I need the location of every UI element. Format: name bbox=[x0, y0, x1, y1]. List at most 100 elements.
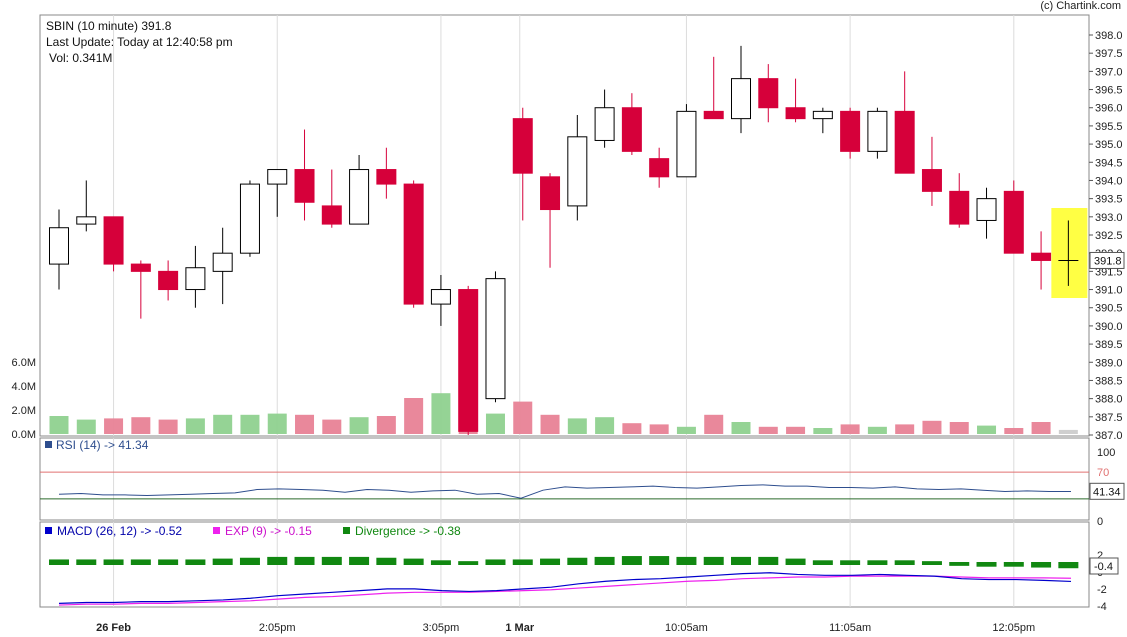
divergence-bar bbox=[1058, 562, 1079, 569]
candle-body bbox=[130, 263, 151, 272]
volume-bar bbox=[704, 414, 724, 434]
divergence-bar bbox=[430, 560, 451, 565]
rsi-panel-frame bbox=[39, 437, 1090, 521]
candlestick bbox=[512, 107, 533, 221]
candle-body bbox=[485, 278, 506, 400]
rsi-tick-label: 0 bbox=[1097, 516, 1103, 528]
volume-bar bbox=[295, 414, 315, 434]
price-tick-label: 393.5 bbox=[1095, 194, 1123, 206]
divergence-bar bbox=[103, 559, 124, 565]
candle-body bbox=[703, 110, 724, 120]
candlestick bbox=[894, 71, 915, 174]
price-tick-label: 394.0 bbox=[1095, 175, 1123, 187]
candlestick bbox=[158, 260, 179, 301]
price-tick-label: 389.5 bbox=[1095, 339, 1123, 351]
volume-bar bbox=[567, 418, 587, 434]
volume-bar bbox=[1058, 429, 1078, 434]
exp-legend-swatch bbox=[213, 527, 220, 534]
volume-tick-label: 4.0M bbox=[12, 381, 36, 393]
divergence-legend-label: Divergence -> -0.38 bbox=[355, 524, 461, 538]
volume-bar bbox=[431, 393, 451, 434]
rsi-legend-label: RSI (14) -> 41.34 bbox=[56, 438, 149, 452]
candle-body bbox=[949, 190, 970, 225]
divergence-bar bbox=[894, 560, 915, 565]
candlestick bbox=[321, 169, 342, 228]
candle-body bbox=[812, 110, 833, 120]
divergence-bar bbox=[158, 559, 179, 565]
candlestick bbox=[239, 180, 260, 257]
candlestick bbox=[212, 227, 233, 305]
volume-tick-label: 0.0M bbox=[12, 429, 36, 441]
candlestick bbox=[376, 147, 397, 199]
volume-bar bbox=[376, 416, 396, 434]
candle-body bbox=[430, 289, 451, 305]
volume-bar bbox=[622, 423, 642, 434]
price-tick-label: 387.5 bbox=[1095, 412, 1123, 424]
candlestick bbox=[130, 260, 151, 319]
macd-panel-frame bbox=[39, 521, 1090, 608]
price-tick-label: 393.0 bbox=[1095, 212, 1123, 224]
divergence-bar bbox=[921, 561, 942, 565]
candlestick bbox=[103, 216, 124, 272]
candlestick bbox=[49, 209, 69, 290]
macd-legend-label: MACD (26, 12) -> -0.52 bbox=[57, 524, 182, 538]
x-axis-label: 1 Mar bbox=[505, 622, 534, 634]
candlestick bbox=[840, 107, 861, 159]
chart-info: SBIN (10 minute) 391.8 Last Update: Toda… bbox=[46, 18, 233, 66]
price-tick-label: 392.5 bbox=[1095, 230, 1123, 242]
volume-bar bbox=[758, 426, 778, 434]
candlestick bbox=[567, 115, 588, 221]
volume-bar bbox=[895, 424, 915, 434]
price-tick-label: 395.5 bbox=[1095, 121, 1123, 133]
volume-tick-label: 2.0M bbox=[12, 405, 36, 417]
last-price-box bbox=[1089, 251, 1125, 269]
last-price-label: 391.8 bbox=[1094, 255, 1122, 267]
divergence-legend-swatch bbox=[343, 527, 350, 534]
exp-legend-label: EXP (9) -> -0.15 bbox=[225, 524, 312, 538]
price-tick-label: 391.5 bbox=[1095, 266, 1123, 278]
candle-body bbox=[512, 118, 533, 174]
candle-body bbox=[76, 216, 97, 225]
divergence-bar bbox=[212, 558, 233, 565]
candle-body bbox=[103, 216, 124, 265]
divergence-bar bbox=[812, 560, 833, 565]
candlestick bbox=[294, 129, 315, 221]
macd-value-label: -0.4 bbox=[1094, 561, 1113, 573]
x-axis-label: 2:05pm bbox=[259, 622, 296, 634]
price-tick-label: 389.0 bbox=[1095, 357, 1123, 369]
candlestick bbox=[1031, 231, 1052, 290]
divergence-bar bbox=[185, 559, 206, 565]
divergence-bar bbox=[49, 559, 69, 565]
candlestick bbox=[267, 169, 288, 217]
volume-bar bbox=[840, 424, 860, 434]
x-axis-label: 26 Feb bbox=[96, 622, 131, 634]
candlestick bbox=[76, 180, 97, 232]
price-tick-label: 397.0 bbox=[1095, 66, 1123, 78]
candlestick bbox=[403, 180, 424, 308]
candle-body bbox=[731, 78, 751, 120]
candle-body bbox=[840, 110, 861, 152]
candlestick bbox=[621, 93, 642, 155]
candle-body bbox=[403, 183, 424, 305]
candle-body bbox=[894, 110, 915, 174]
candle-body bbox=[1031, 252, 1052, 261]
candlestick bbox=[949, 173, 970, 228]
volume-bar bbox=[131, 417, 151, 434]
candle-body bbox=[458, 289, 479, 432]
volume-bar bbox=[922, 420, 942, 434]
candle-body bbox=[785, 107, 806, 120]
price-tick-label: 394.5 bbox=[1095, 157, 1123, 169]
candle-body bbox=[921, 169, 942, 192]
candlestick bbox=[731, 45, 751, 134]
price-tick-label: 397.5 bbox=[1095, 48, 1123, 60]
rsi-value-label: 41.34 bbox=[1093, 486, 1121, 498]
candlestick bbox=[540, 173, 561, 268]
x-axis-label: 11:05am bbox=[829, 622, 871, 634]
macd-tick-label: 2 bbox=[1097, 550, 1103, 562]
volume-bar bbox=[76, 419, 96, 434]
candle-body bbox=[49, 227, 69, 265]
volume-bar bbox=[185, 418, 205, 434]
candle-body bbox=[321, 205, 342, 225]
divergence-bar bbox=[976, 562, 997, 567]
